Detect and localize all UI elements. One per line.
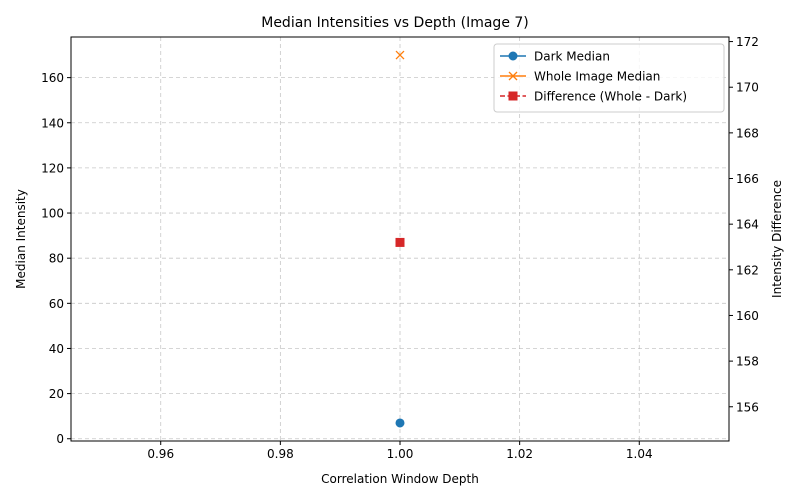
y-axis-left: 0 20 40 60 80 100 120 140 160 (41, 71, 71, 446)
legend-marker (508, 51, 518, 61)
x-tick-label: 1.02 (506, 447, 533, 461)
y2-tick-label: 166 (736, 172, 759, 186)
x-axis: 0.96 0.98 1.00 1.02 1.04 (147, 441, 653, 461)
y-axis-title: Median Intensity (14, 189, 28, 289)
y2-tick-label: 160 (736, 309, 759, 323)
grid (71, 37, 729, 441)
y-tick-label: 20 (49, 387, 64, 401)
y-tick-label: 40 (49, 342, 64, 356)
legend-label: Dark Median (534, 50, 610, 64)
legend-item-dark-median: Dark Median (500, 50, 610, 64)
legend-label: Whole Image Median (534, 70, 660, 84)
legend-box (493, 43, 725, 113)
x-axis-title: Correlation Window Depth (321, 472, 479, 486)
x-tick-label: 1.04 (626, 447, 653, 461)
legend-marker (508, 71, 518, 81)
data-point-dark-median (395, 418, 405, 428)
x-tick-label: 0.98 (267, 447, 294, 461)
legend-marker (508, 91, 518, 101)
y2-tick-label: 158 (736, 355, 759, 369)
y-tick-label: 0 (56, 432, 64, 446)
legend-item-difference-whole-dark: Difference (Whole - Dark) (500, 90, 687, 104)
data-marks (395, 50, 405, 428)
y-tick-label: 140 (41, 116, 64, 130)
y2-tick-label: 162 (736, 263, 759, 277)
y2-axis-title: Intensity Difference (770, 180, 784, 298)
y-tick-label: 100 (41, 207, 64, 221)
y-axis-right: 156 158 160 162 164 166 168 170 172 (729, 35, 759, 414)
y-tick-label: 60 (49, 297, 64, 311)
y2-tick-label: 172 (736, 35, 759, 49)
y-tick-label: 160 (41, 71, 64, 85)
y-tick-label: 120 (41, 161, 64, 175)
data-point-difference-whole-dark (395, 237, 405, 247)
y-tick-label: 80 (49, 252, 64, 266)
chart-title: Median Intensities vs Depth (Image 7) (261, 15, 529, 31)
x-tick-label: 0.96 (147, 447, 174, 461)
legend-item-whole-image-median: Whole Image Median (500, 70, 660, 84)
legend-label: Difference (Whole - Dark) (534, 90, 687, 104)
y2-tick-label: 156 (736, 400, 759, 414)
y2-tick-label: 170 (736, 81, 759, 95)
y2-tick-label: 164 (736, 218, 759, 232)
y2-tick-label: 168 (736, 126, 759, 140)
data-point-whole-image-median (395, 50, 405, 60)
x-tick-label: 1.00 (387, 447, 414, 461)
legend: Dark Median Whole Image Median Difference … (493, 43, 725, 113)
